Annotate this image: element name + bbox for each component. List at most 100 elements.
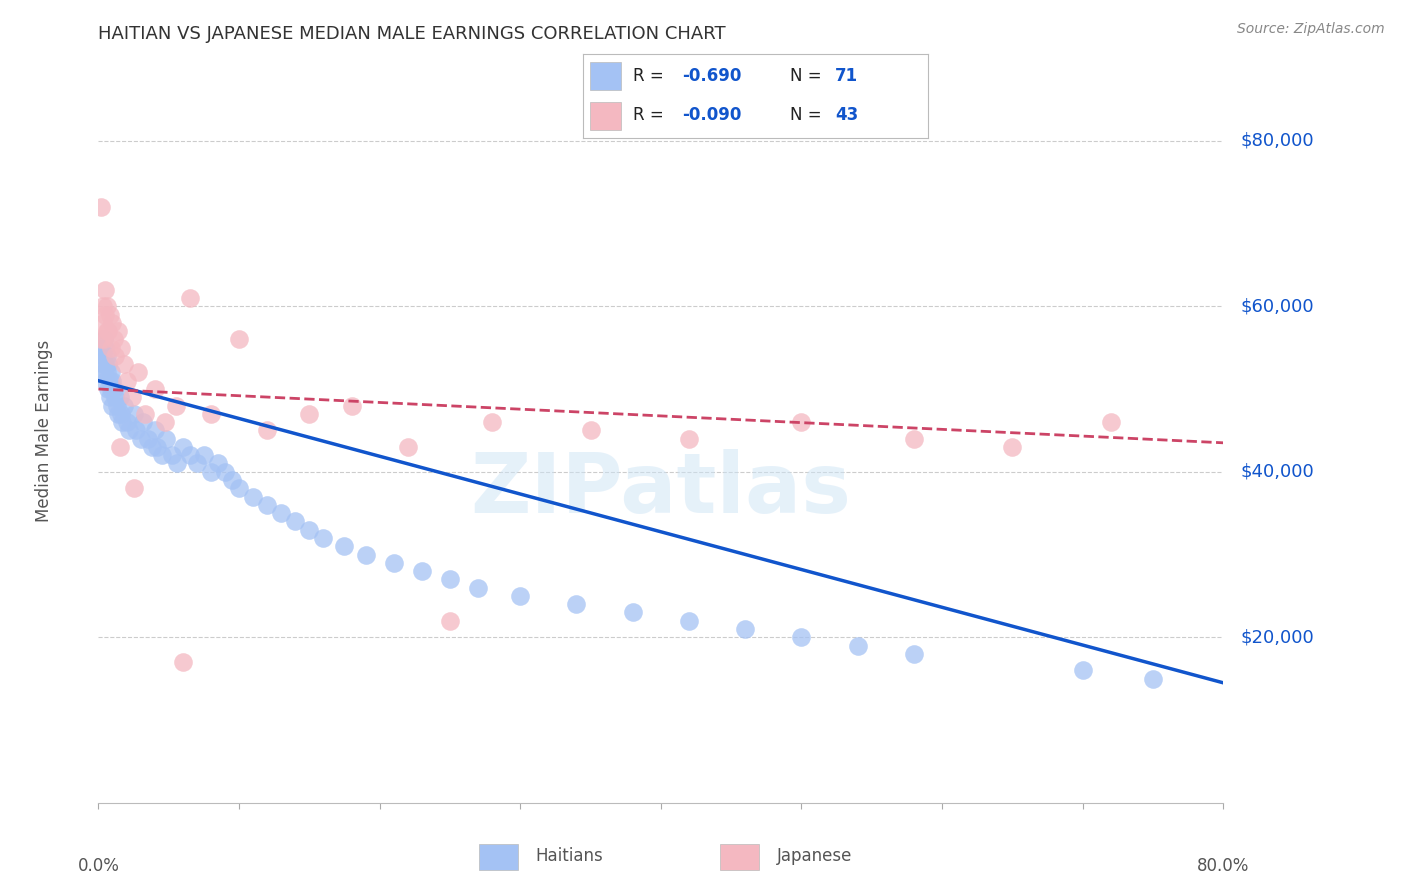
Point: [734, 622, 756, 636]
Point: [127, 366, 149, 380]
Point: [94, 357, 117, 371]
Point: [110, 341, 132, 355]
Point: [112, 399, 135, 413]
Point: [136, 432, 159, 446]
Point: [110, 407, 132, 421]
Point: [903, 432, 925, 446]
Point: [340, 399, 363, 413]
Point: [94, 308, 117, 322]
Point: [579, 423, 602, 437]
Point: [270, 506, 292, 520]
FancyBboxPatch shape: [591, 102, 621, 130]
Point: [125, 423, 148, 437]
Point: [509, 589, 531, 603]
Point: [91, 357, 114, 371]
Point: [134, 407, 156, 421]
Point: [91, 349, 114, 363]
Text: Source: ZipAtlas.com: Source: ZipAtlas.com: [1237, 22, 1385, 37]
Point: [94, 374, 117, 388]
Point: [228, 481, 250, 495]
Point: [903, 647, 925, 661]
Text: Haitians: Haitians: [536, 847, 603, 865]
Point: [790, 630, 813, 644]
Point: [93, 332, 115, 346]
Point: [186, 457, 208, 471]
Point: [256, 423, 278, 437]
Point: [678, 432, 700, 446]
Point: [298, 523, 321, 537]
Point: [166, 457, 188, 471]
Point: [1142, 672, 1164, 686]
Point: [200, 465, 222, 479]
Point: [382, 556, 405, 570]
Point: [153, 415, 176, 429]
Point: [284, 515, 307, 529]
Text: $20,000: $20,000: [1240, 628, 1313, 647]
Point: [101, 316, 124, 330]
Point: [96, 349, 118, 363]
Text: 0.0%: 0.0%: [77, 856, 120, 874]
Point: [333, 539, 356, 553]
Point: [107, 324, 129, 338]
Point: [312, 531, 335, 545]
Point: [354, 548, 377, 562]
Point: [100, 382, 122, 396]
Point: [94, 341, 117, 355]
Point: [90, 200, 112, 214]
Point: [193, 448, 215, 462]
Point: [96, 324, 118, 338]
Point: [214, 465, 236, 479]
Point: [101, 399, 124, 413]
Point: [105, 399, 128, 413]
Point: [143, 382, 166, 396]
Point: [1001, 440, 1024, 454]
Point: [100, 341, 122, 355]
Point: [141, 440, 163, 454]
Text: 80.0%: 80.0%: [1197, 856, 1250, 874]
Point: [411, 564, 433, 578]
Text: R =: R =: [634, 67, 669, 85]
Text: HAITIAN VS JAPANESE MEDIAN MALE EARNINGS CORRELATION CHART: HAITIAN VS JAPANESE MEDIAN MALE EARNINGS…: [98, 25, 725, 43]
Point: [93, 366, 115, 380]
Point: [104, 390, 127, 404]
FancyBboxPatch shape: [591, 62, 621, 90]
Point: [200, 407, 222, 421]
Point: [98, 374, 121, 388]
Point: [90, 341, 112, 355]
Point: [115, 415, 138, 429]
Point: [790, 415, 813, 429]
Text: 43: 43: [835, 106, 858, 124]
Point: [97, 357, 120, 371]
Point: [103, 382, 125, 396]
Point: [91, 316, 114, 330]
Point: [1099, 415, 1122, 429]
Text: N =: N =: [790, 67, 827, 85]
Point: [115, 374, 138, 388]
Point: [98, 308, 121, 322]
Point: [104, 349, 127, 363]
Text: $80,000: $80,000: [1240, 132, 1313, 150]
Text: 71: 71: [835, 67, 858, 85]
Point: [439, 573, 461, 587]
Text: N =: N =: [790, 106, 827, 124]
Point: [112, 357, 135, 371]
FancyBboxPatch shape: [478, 844, 517, 870]
Point: [100, 366, 122, 380]
Point: [242, 490, 264, 504]
Point: [108, 440, 131, 454]
Point: [94, 283, 117, 297]
Point: [165, 399, 187, 413]
Point: [118, 423, 141, 437]
Point: [93, 332, 115, 346]
Point: [146, 440, 169, 454]
Point: [172, 655, 194, 669]
Text: R =: R =: [634, 106, 669, 124]
Point: [96, 366, 118, 380]
Point: [98, 390, 121, 404]
Text: -0.690: -0.690: [682, 67, 741, 85]
Point: [228, 332, 250, 346]
Point: [221, 473, 243, 487]
Point: [90, 332, 112, 346]
Point: [91, 299, 114, 313]
Text: Japanese: Japanese: [776, 847, 852, 865]
